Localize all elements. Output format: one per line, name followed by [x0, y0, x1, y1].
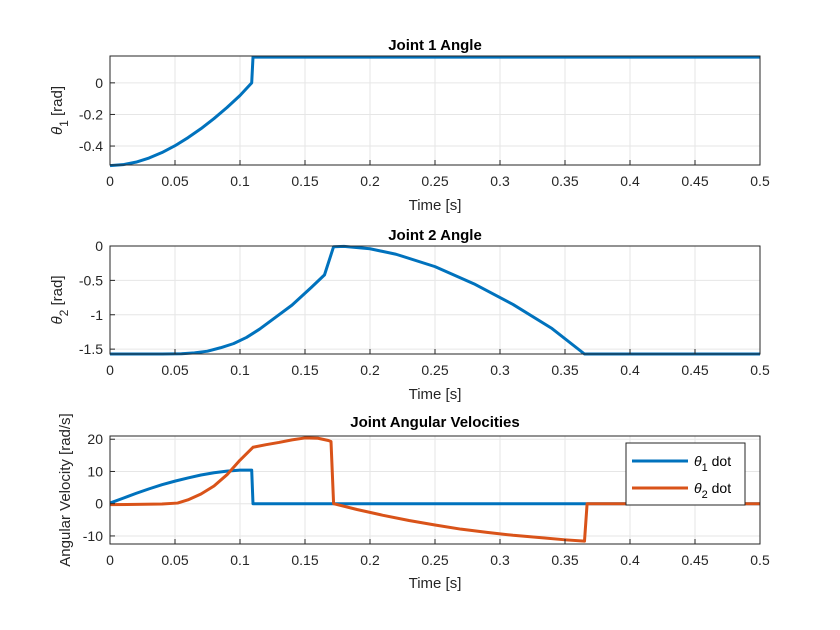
series-lines: [110, 244, 760, 356]
x-axis-label: Time [s]: [409, 575, 462, 592]
series-lines: [109, 436, 760, 543]
y-tick-label: 10: [87, 463, 103, 479]
x-tick-label: 0.25: [421, 552, 448, 568]
chart-title: Joint 2 Angle: [388, 227, 482, 244]
y-tick-label: 20: [87, 431, 103, 447]
x-tick-label: 0.3: [490, 362, 510, 378]
chart-title: Joint Angular Velocities: [350, 414, 519, 431]
x-tick-label: 0.5: [750, 173, 770, 189]
x-tick-label: 0.05: [161, 552, 188, 568]
chart-title: Joint 1 Angle: [388, 37, 482, 54]
subplot-joint1: 0 0.05 0.1 0.15 0.2 0.25 0.3 0.35 0.4 0.45 0.5 -0.4…: [49, 37, 770, 214]
y-axis-label: Angular Velocity [rad/s]: [57, 413, 74, 566]
y-tick-label: -1.5: [79, 341, 103, 357]
x-tick-label: 0.1: [230, 552, 250, 568]
legend: θ1 dot θ2 dot: [625, 442, 746, 506]
y-tick-label: 0: [95, 238, 103, 254]
x-tick-label: 0.15: [291, 362, 318, 378]
y-tick-label: -1: [91, 307, 104, 323]
ticks: 0 0.05 0.1 0.15 0.2 0.25 0.3 0.35 0.4 0.45 0.5-100…: [83, 431, 770, 568]
y-tick-label: -0.5: [79, 272, 103, 288]
series-line-1: [109, 468, 760, 506]
x-tick-label: 0.5: [750, 362, 770, 378]
x-tick-label: 0.35: [551, 173, 578, 189]
x-tick-label: 0.45: [681, 362, 708, 378]
x-axis-label: Time [s]: [409, 386, 462, 403]
y-axis-label-text: θ2 [rad]: [49, 275, 71, 324]
y-axis-label: θ1 [rad]: [49, 86, 71, 135]
x-tick-label: 0.45: [681, 173, 708, 189]
legend-label: θ2 dot: [694, 480, 731, 501]
x-tick-label: 0.15: [291, 173, 318, 189]
x-tick-label: 0.35: [551, 552, 578, 568]
y-axis-label: θ2 [rad]: [49, 275, 71, 324]
y-tick-label: -10: [83, 528, 103, 544]
subplot-joint2: 0 0.05 0.1 0.15 0.2 0.25 0.3 0.35 0.4 0.45 0.5 -1.5…: [49, 227, 770, 403]
x-tick-label: 0.15: [291, 552, 318, 568]
x-tick-label: 0.3: [490, 552, 510, 568]
x-tick-label: 0.1: [230, 173, 250, 189]
x-tick-label: 0: [106, 362, 114, 378]
y-axis-label-text: Angular Velocity [rad/s]: [57, 413, 74, 566]
y-tick-label: -0.4: [79, 138, 103, 154]
x-tick-label: 0.2: [360, 173, 380, 189]
x-axis-label: Time [s]: [409, 197, 462, 214]
series-line-1: [109, 55, 760, 168]
ticks: 0 0.05 0.1 0.15 0.2 0.25 0.3 0.35 0.4 0.45 0.5 -0.4…: [79, 75, 770, 189]
ticks: 0 0.05 0.1 0.15 0.2 0.25 0.3 0.35 0.4 0.45 0.5 -1.5…: [79, 238, 770, 378]
x-tick-label: 0.25: [421, 362, 448, 378]
x-tick-label: 0.2: [360, 362, 380, 378]
x-tick-label: 0.05: [161, 173, 188, 189]
x-tick-label: 0.2: [360, 552, 380, 568]
x-tick-label: 0: [106, 173, 114, 189]
y-tick-label: -0.2: [79, 106, 103, 122]
x-tick-label: 0.25: [421, 173, 448, 189]
legend-box: [625, 442, 746, 506]
series-lines: [109, 55, 760, 168]
legend-label: θ1 dot: [694, 453, 731, 474]
x-tick-label: 0.5: [750, 552, 770, 568]
series-line-1: [110, 244, 760, 356]
x-tick-label: 0.35: [551, 362, 578, 378]
x-tick-label: 0.4: [620, 173, 640, 189]
x-tick-label: 0: [106, 552, 114, 568]
x-tick-label: 0.4: [620, 552, 640, 568]
subplot-velocities: 0 0.05 0.1 0.15 0.2 0.25 0.3 0.35 0.4 0.45 0.5-100…: [57, 413, 770, 592]
x-tick-label: 0.05: [161, 362, 188, 378]
x-tick-label: 0.45: [681, 552, 708, 568]
y-axis-label-text: θ1 [rad]: [49, 86, 71, 135]
x-tick-label: 0.3: [490, 173, 510, 189]
x-tick-label: 0.4: [620, 362, 640, 378]
series-line-2: [109, 436, 760, 543]
x-tick-label: 0.1: [230, 362, 250, 378]
y-tick-label: 0: [95, 496, 103, 512]
y-tick-label: 0: [95, 75, 103, 91]
